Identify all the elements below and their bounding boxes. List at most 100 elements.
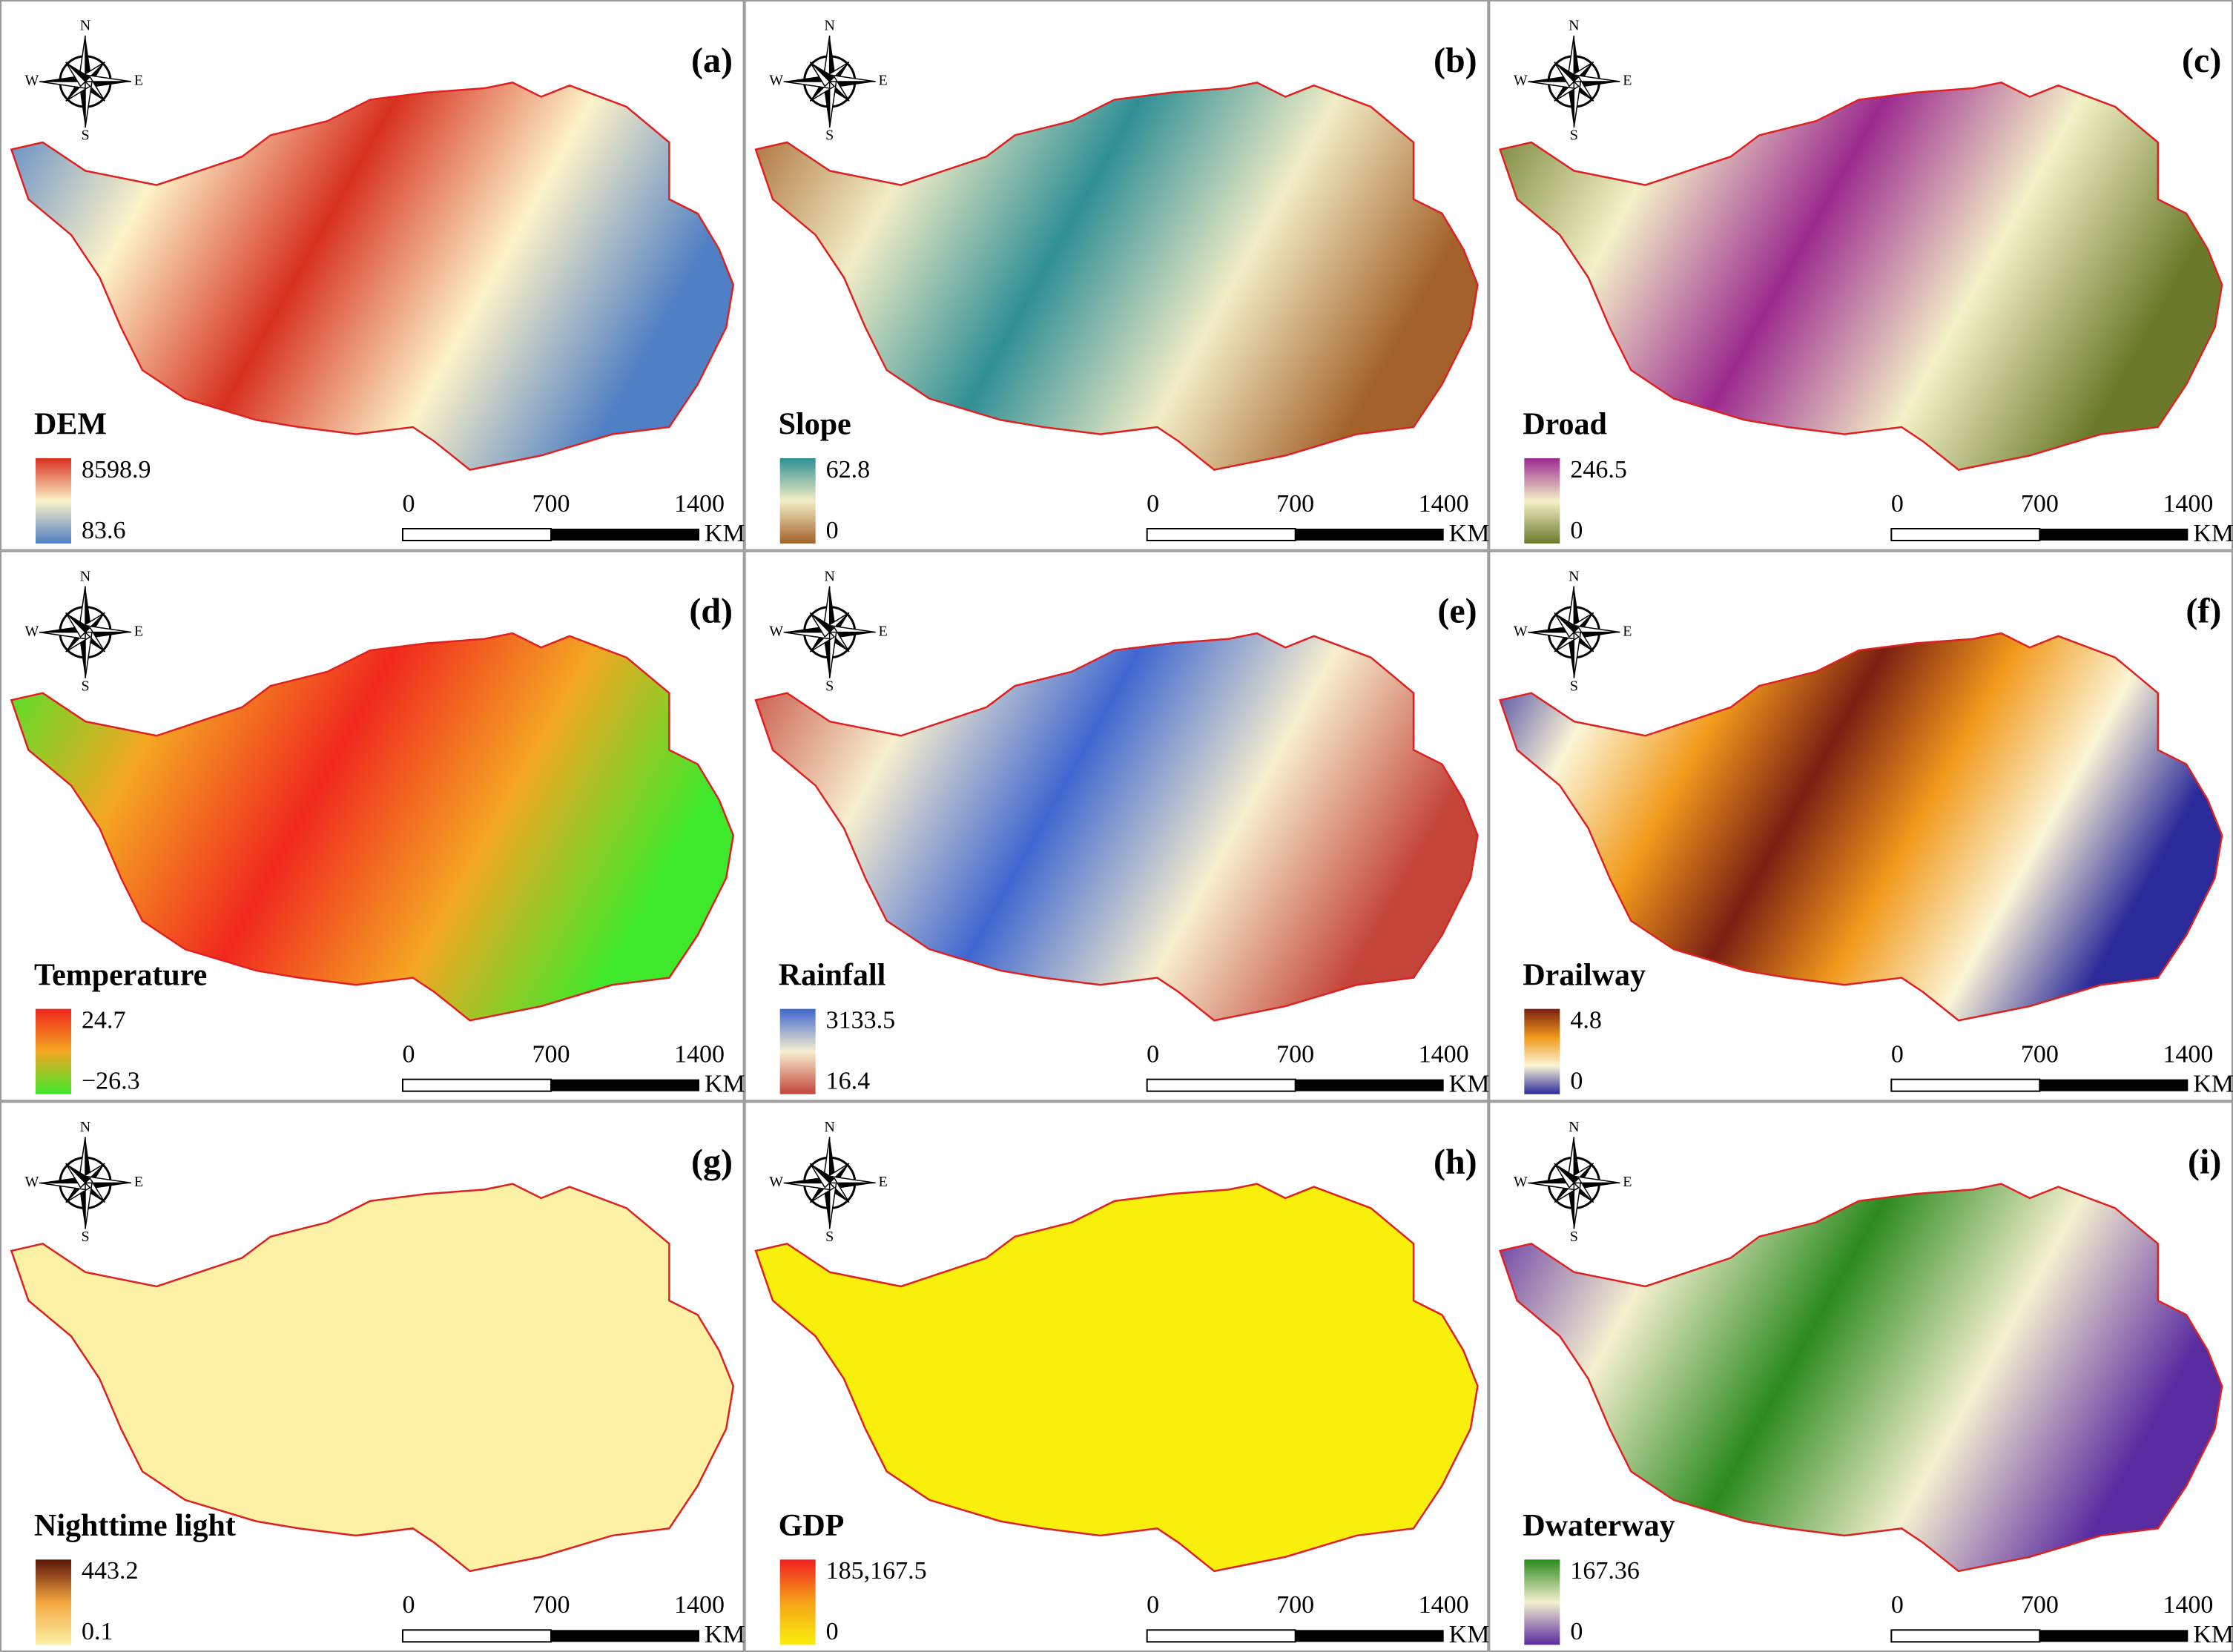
compass-point (1528, 625, 1574, 632)
compass-point (783, 631, 831, 640)
compass-e: E (879, 1174, 888, 1190)
compass-point (1528, 75, 1574, 82)
compass-point (85, 81, 93, 128)
scale-bar-black (551, 1630, 699, 1642)
compass-point (65, 62, 90, 82)
panel-border (744, 0, 1489, 551)
panel-title: Slope (779, 408, 851, 442)
compass-w: W (769, 623, 783, 639)
compass-e: E (879, 623, 888, 639)
compass-e: E (134, 73, 143, 89)
compass-point (85, 1182, 93, 1229)
compass: N S W E (25, 1119, 144, 1245)
compass-w: W (1514, 73, 1528, 89)
compass-point (809, 62, 831, 87)
legend-max: 3133.5 (826, 1006, 896, 1034)
compass-point (822, 1183, 830, 1229)
compass-point (829, 1183, 876, 1190)
compass-point (1567, 632, 1574, 678)
compass-point (79, 82, 85, 128)
panel-label: (f) (2186, 592, 2221, 631)
compass: N S W E (769, 568, 888, 694)
panel-label: (h) (1434, 1142, 1477, 1181)
scale-tick-label: 1400 (1419, 1040, 1469, 1068)
scale-bar-black (551, 1079, 699, 1091)
compass-s: S (81, 1229, 89, 1245)
panel-label: (g) (691, 1142, 733, 1181)
compass-point (1528, 1182, 1575, 1191)
compass: N S W E (769, 18, 888, 144)
compass: N S W E (25, 568, 144, 694)
panel-border (1488, 0, 2233, 551)
compass-n: N (1569, 568, 1579, 584)
region-map (754, 1183, 1479, 1573)
legend-max: 246.5 (1570, 456, 1627, 483)
panel-label: (c) (2182, 41, 2221, 80)
scale-tick-label: 0 (403, 1040, 415, 1068)
compass-point (39, 75, 85, 82)
compass-point (65, 612, 90, 632)
compass-e: E (1623, 73, 1632, 89)
legend-min: 83.6 (82, 517, 126, 544)
compass-point (1573, 631, 1582, 678)
compass-point (783, 81, 831, 89)
scale-tick-label: 700 (532, 490, 570, 518)
scale-tick-label: 1400 (2163, 1591, 2213, 1619)
scale-unit: KM (705, 1070, 745, 1097)
scale-bar-white (1890, 1078, 2041, 1092)
legend-bar (1524, 1559, 1560, 1645)
compass-e: E (1623, 623, 1632, 639)
region-map (754, 82, 1479, 471)
compass-point (829, 82, 876, 88)
legend-bar (1524, 1008, 1560, 1094)
panel-title: Droad (1523, 408, 1607, 442)
legend-bar (779, 1008, 816, 1094)
panel-border (0, 0, 745, 551)
compass-s: S (825, 128, 834, 144)
region-map (1499, 82, 2223, 471)
compass-point (1567, 82, 1574, 128)
compass-point (1554, 62, 1579, 82)
compass-n: N (80, 1119, 90, 1135)
scale-bar-white (1890, 1629, 2041, 1643)
scale-bar-black (1295, 529, 1444, 541)
compass-n: N (824, 18, 834, 34)
compass-point (829, 36, 837, 82)
legend-max: 8598.9 (82, 456, 151, 483)
compass-point (79, 1183, 85, 1229)
compass-w: W (25, 623, 39, 639)
scale-tick-label: 1400 (674, 1591, 725, 1619)
scale-unit: KM (1449, 1070, 1490, 1097)
compass-w: W (769, 1174, 783, 1190)
legend-min: 0 (1570, 517, 1583, 544)
compass-point (1573, 81, 1582, 128)
compass-point (1574, 632, 1620, 639)
compass-point (1574, 82, 1620, 88)
compass-point (810, 62, 835, 82)
compass-point (829, 1137, 837, 1183)
compass-point (828, 631, 837, 678)
compass-s: S (825, 1229, 834, 1245)
panel-title: Dwaterway (1523, 1509, 1675, 1543)
panel-label: (d) (689, 592, 733, 631)
scale-tick-label: 1400 (2163, 1040, 2213, 1068)
panel-title: Drailway (1523, 958, 1646, 992)
compass-point (39, 631, 86, 640)
scale-tick-label: 0 (1147, 1040, 1159, 1068)
panel-border (1488, 1101, 2233, 1652)
compass: N S W E (25, 18, 144, 144)
compass-point (1554, 1163, 1575, 1189)
legend-bar (36, 458, 71, 543)
compass-point (85, 82, 131, 88)
scale-tick-label: 700 (1276, 1591, 1314, 1619)
scale-bar-black (2039, 1079, 2189, 1091)
legend-bar (1524, 458, 1560, 543)
compass-point (1554, 612, 1579, 632)
compass: N S W E (1514, 1119, 1632, 1245)
scale-tick-label: 0 (1147, 1591, 1159, 1619)
compass-e: E (1623, 1174, 1632, 1190)
